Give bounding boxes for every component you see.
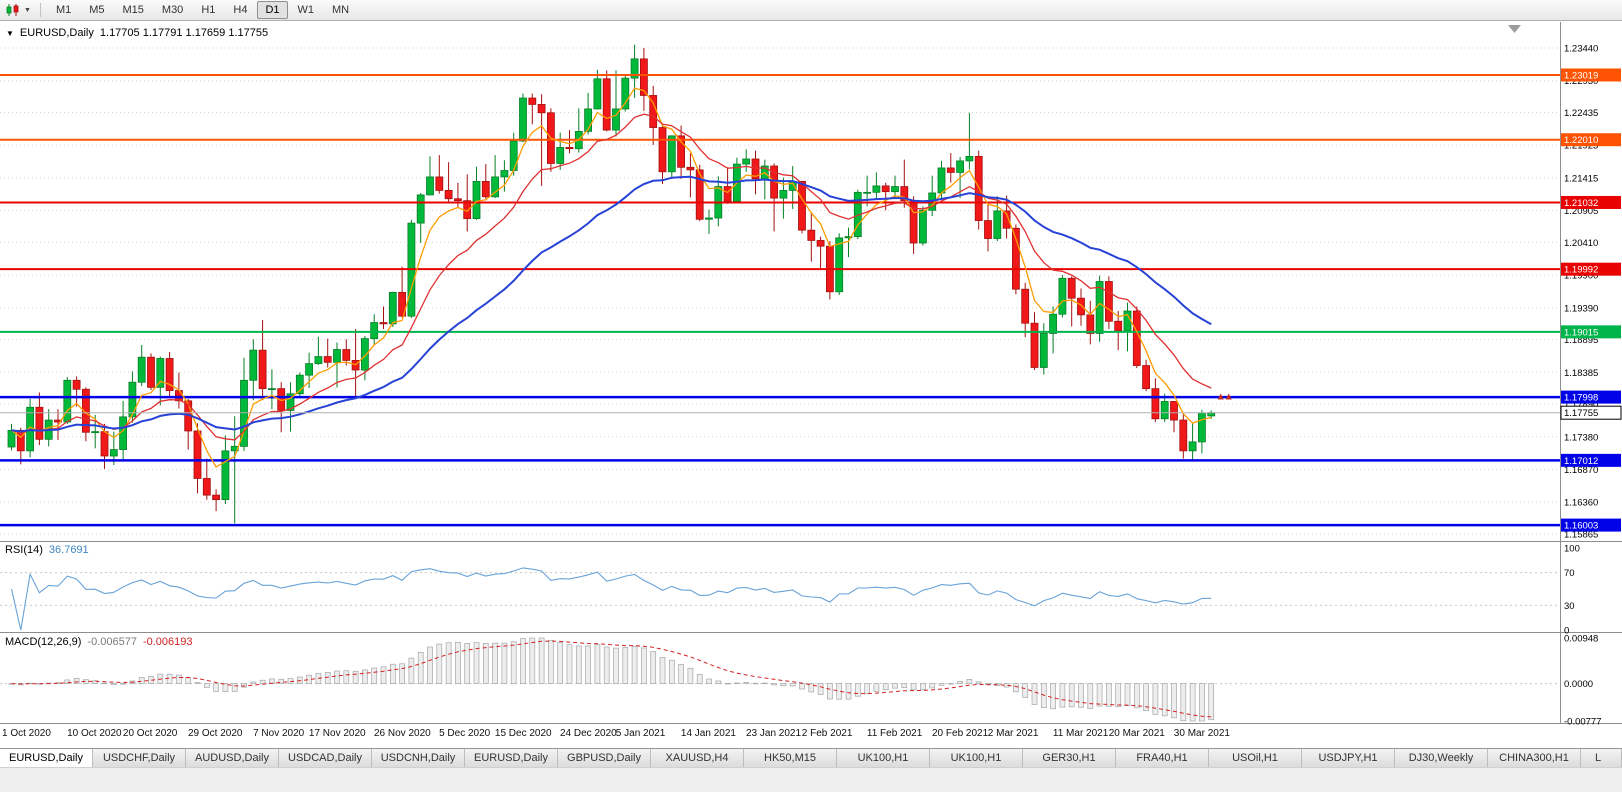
svg-text:1.17380: 1.17380 xyxy=(1564,432,1598,443)
timeframe-button-m15[interactable]: M15 xyxy=(122,4,144,16)
svg-text:2 Mar 2021: 2 Mar 2021 xyxy=(988,728,1039,739)
svg-text:11 Feb 2021: 11 Feb 2021 xyxy=(867,728,923,739)
svg-text:1.18385: 1.18385 xyxy=(1564,368,1598,379)
svg-text:1.16360: 1.16360 xyxy=(1564,498,1598,509)
horizontal-lines-layer xyxy=(0,73,1560,527)
svg-text:1.23019: 1.23019 xyxy=(1564,70,1598,81)
chart-tab-gbpusd-daily[interactable]: GBPUSD,Daily xyxy=(558,749,651,767)
chart-tab-fra40-h1[interactable]: FRA40,H1 xyxy=(1116,749,1209,767)
svg-text:1.17012: 1.17012 xyxy=(1564,456,1598,467)
svg-text:1.16003: 1.16003 xyxy=(1564,521,1598,532)
svg-text:20 Mar 2021: 20 Mar 2021 xyxy=(1109,728,1166,739)
svg-text:5 Dec 2020: 5 Dec 2020 xyxy=(439,728,491,739)
timeframe-button-m30[interactable]: M30 xyxy=(161,4,184,16)
timeframe-button-mn[interactable]: MN xyxy=(332,4,350,16)
svg-text:1.22010: 1.22010 xyxy=(1564,135,1598,146)
price-chart-canvas[interactable]: 1.234401.229301.224351.219251.214151.209… xyxy=(0,22,1622,748)
svg-text:5 Jan 2021: 5 Jan 2021 xyxy=(616,728,666,739)
chart-tab-uk100-h1[interactable]: UK100,H1 xyxy=(930,749,1023,767)
timeframe-toolbar: ▼ M1 M5 M15 M30 H1 H4 D1 W1 MN xyxy=(0,0,1622,21)
chart-tab-usdjpy-h1[interactable]: USDJPY,H1 xyxy=(1302,749,1395,767)
svg-text:30 Mar 2021: 30 Mar 2021 xyxy=(1174,728,1231,739)
chart-tab-xauusd-h4[interactable]: XAUUSD,H4 xyxy=(651,749,744,767)
svg-text:1.22435: 1.22435 xyxy=(1564,108,1598,119)
svg-text:10 Oct 2020: 10 Oct 2020 xyxy=(67,728,122,739)
chart-tab-uk100-h1[interactable]: UK100,H1 xyxy=(837,749,930,767)
svg-text:1.22930: 1.22930 xyxy=(1564,76,1598,87)
svg-text:1.19992: 1.19992 xyxy=(1564,265,1598,276)
timeframe-button-w1[interactable]: W1 xyxy=(297,4,315,16)
svg-text:1.17890: 1.17890 xyxy=(1564,400,1598,411)
chart-tab-dj30-weekly[interactable]: DJ30,Weekly xyxy=(1395,749,1488,767)
svg-text:1 Oct 2020: 1 Oct 2020 xyxy=(2,728,51,739)
svg-text:1.21415: 1.21415 xyxy=(1564,173,1598,184)
svg-text:1.17998: 1.17998 xyxy=(1564,393,1598,404)
svg-text:1.23440: 1.23440 xyxy=(1564,43,1598,54)
chart-tab-l[interactable]: L xyxy=(1581,749,1622,767)
axis-labels-layer: 1.234401.229301.224351.219251.214151.209… xyxy=(2,43,1622,739)
svg-text:1.21032: 1.21032 xyxy=(1564,198,1598,209)
svg-text:20 Oct 2020: 20 Oct 2020 xyxy=(123,728,178,739)
chart-tab-china300-h1[interactable]: CHINA300,H1 xyxy=(1488,749,1581,767)
pane-separators-layer xyxy=(0,22,1622,724)
svg-text:100: 100 xyxy=(1564,544,1580,555)
timeframe-button-m5[interactable]: M5 xyxy=(89,4,105,16)
svg-text:29 Oct 2020: 29 Oct 2020 xyxy=(188,728,243,739)
svg-text:1.18895: 1.18895 xyxy=(1564,335,1598,346)
chart-tab-eurusd-daily[interactable]: EURUSD,Daily xyxy=(0,749,93,767)
chart-tab-audusd-daily[interactable]: AUDUSD,Daily xyxy=(186,749,279,767)
chart-tab-usdcad-daily[interactable]: USDCAD,Daily xyxy=(279,749,372,767)
svg-text:1.17755: 1.17755 xyxy=(1564,408,1598,419)
svg-text:15 Dec 2020: 15 Dec 2020 xyxy=(495,728,552,739)
svg-text:1.20410: 1.20410 xyxy=(1564,238,1598,249)
svg-text:70: 70 xyxy=(1564,568,1575,579)
svg-text:0: 0 xyxy=(1564,626,1569,637)
svg-text:23 Jan 2021: 23 Jan 2021 xyxy=(746,728,801,739)
svg-text:1.20905: 1.20905 xyxy=(1564,206,1598,217)
indicator-layer xyxy=(8,567,1215,722)
svg-text:24 Dec 2020: 24 Dec 2020 xyxy=(560,728,617,739)
svg-text:2 Feb 2021: 2 Feb 2021 xyxy=(802,728,853,739)
svg-text:14 Jan 2021: 14 Jan 2021 xyxy=(681,728,736,739)
svg-text:1.19900: 1.19900 xyxy=(1564,271,1598,282)
svg-text:1.19015: 1.19015 xyxy=(1564,327,1598,338)
candlestick-chart-glyph xyxy=(6,4,19,16)
chart-tab-usdchf-daily[interactable]: USDCHF,Daily xyxy=(93,749,186,767)
chart-tab-eurusd-daily[interactable]: EURUSD,Daily xyxy=(465,749,558,767)
timeframe-button-h4[interactable]: H4 xyxy=(233,4,248,16)
svg-text:1.19390: 1.19390 xyxy=(1564,303,1598,314)
timeframe-button-h1[interactable]: H1 xyxy=(201,4,216,16)
svg-text:30: 30 xyxy=(1564,601,1575,612)
status-strip xyxy=(0,767,1622,792)
chart-tab-usdcnh-daily[interactable]: USDCNH,Daily xyxy=(372,749,465,767)
chart-tab-hk50-m15[interactable]: HK50,M15 xyxy=(744,749,837,767)
svg-text:11 Mar 2021: 11 Mar 2021 xyxy=(1053,728,1109,739)
svg-text:17 Nov 2020: 17 Nov 2020 xyxy=(309,728,366,739)
moving-averages-layer xyxy=(11,87,1212,468)
chart-type-icon[interactable] xyxy=(4,3,22,18)
svg-text:1.15865: 1.15865 xyxy=(1564,529,1598,540)
svg-text:0.00948: 0.00948 xyxy=(1564,634,1598,645)
svg-text:20 Feb 2021: 20 Feb 2021 xyxy=(932,728,989,739)
timeframe-buttons: M1 M5 M15 M30 H1 H4 D1 W1 MN xyxy=(48,1,357,19)
svg-text:-0.00777: -0.00777 xyxy=(1564,717,1602,728)
svg-text:1.16870: 1.16870 xyxy=(1564,465,1598,476)
trade-marker-layer xyxy=(1217,393,1232,400)
timeframe-button-m1[interactable]: M1 xyxy=(55,4,72,16)
chart-shift-marker xyxy=(1508,25,1521,33)
gridlines-layer xyxy=(0,47,1560,685)
toolbar-separator xyxy=(39,3,41,17)
svg-text:7 Nov 2020: 7 Nov 2020 xyxy=(253,728,305,739)
svg-text:0.0000: 0.0000 xyxy=(1564,679,1593,690)
svg-text:26 Nov 2020: 26 Nov 2020 xyxy=(374,728,431,739)
chart-tabs-bar: EURUSD,Daily USDCHF,Daily AUDUSD,Daily USDC… xyxy=(0,748,1622,767)
timeframe-button-d1[interactable]: D1 xyxy=(257,1,288,19)
chart-tab-ger30-h1[interactable]: GER30,H1 xyxy=(1023,749,1116,767)
chart-tab-usoil-h1[interactable]: USOil,H1 xyxy=(1209,749,1302,767)
chart-window[interactable]: 1.234401.229301.224351.219251.214151.209… xyxy=(0,22,1622,748)
chart-type-dropdown-caret[interactable]: ▼ xyxy=(24,6,31,14)
